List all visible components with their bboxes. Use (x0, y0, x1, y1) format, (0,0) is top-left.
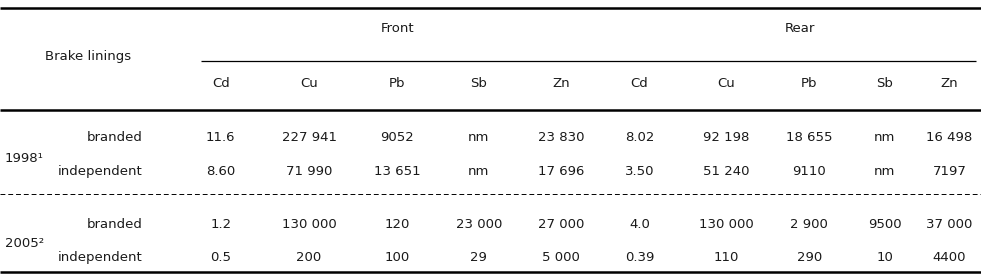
Text: Pb: Pb (389, 77, 405, 90)
Text: 9500: 9500 (868, 218, 902, 231)
Text: 1998¹: 1998¹ (5, 152, 44, 165)
Text: 92 198: 92 198 (702, 131, 749, 144)
Text: 10: 10 (876, 251, 894, 264)
Text: 1.2: 1.2 (210, 218, 232, 231)
Text: 23 830: 23 830 (538, 131, 585, 144)
Text: nm: nm (468, 131, 490, 144)
Text: Cd: Cd (631, 77, 648, 90)
Text: Cd: Cd (212, 77, 230, 90)
Text: 4400: 4400 (933, 251, 966, 264)
Text: Rear: Rear (785, 22, 814, 35)
Text: nm: nm (874, 165, 896, 178)
Text: 0.5: 0.5 (210, 251, 232, 264)
Text: 37 000: 37 000 (926, 218, 973, 231)
Text: branded: branded (86, 218, 142, 231)
Text: Zn: Zn (941, 77, 958, 90)
Text: 27 000: 27 000 (538, 218, 585, 231)
Text: nm: nm (874, 131, 896, 144)
Text: 227 941: 227 941 (282, 131, 336, 144)
Text: 200: 200 (296, 251, 322, 264)
Text: branded: branded (86, 131, 142, 144)
Text: 13 651: 13 651 (374, 165, 421, 178)
Text: Cu: Cu (300, 77, 318, 90)
Text: 3.50: 3.50 (625, 165, 654, 178)
Text: 120: 120 (385, 218, 410, 231)
Text: 17 696: 17 696 (538, 165, 585, 178)
Text: Sb: Sb (876, 77, 894, 90)
Text: Brake linings: Brake linings (45, 50, 131, 63)
Text: 290: 290 (797, 251, 822, 264)
Text: 8.60: 8.60 (206, 165, 235, 178)
Text: 8.02: 8.02 (625, 131, 654, 144)
Text: Sb: Sb (470, 77, 488, 90)
Text: 29: 29 (470, 251, 488, 264)
Text: independent: independent (58, 251, 142, 264)
Text: Cu: Cu (717, 77, 735, 90)
Text: Pb: Pb (801, 77, 817, 90)
Text: Zn: Zn (552, 77, 570, 90)
Text: 100: 100 (385, 251, 410, 264)
Text: 2 900: 2 900 (791, 218, 828, 231)
Text: 23 000: 23 000 (455, 218, 502, 231)
Text: 16 498: 16 498 (926, 131, 973, 144)
Text: 18 655: 18 655 (786, 131, 833, 144)
Text: Front: Front (381, 22, 414, 35)
Text: 9052: 9052 (381, 131, 414, 144)
Text: 2005²: 2005² (5, 237, 44, 250)
Text: 5 000: 5 000 (542, 251, 580, 264)
Text: 0.39: 0.39 (625, 251, 654, 264)
Text: 110: 110 (713, 251, 739, 264)
Text: 11.6: 11.6 (206, 131, 235, 144)
Text: 130 000: 130 000 (282, 218, 336, 231)
Text: 130 000: 130 000 (698, 218, 753, 231)
Text: nm: nm (468, 165, 490, 178)
Text: 71 990: 71 990 (285, 165, 333, 178)
Text: 4.0: 4.0 (629, 218, 650, 231)
Text: 7197: 7197 (933, 165, 966, 178)
Text: 51 240: 51 240 (702, 165, 749, 178)
Text: 9110: 9110 (793, 165, 826, 178)
Text: independent: independent (58, 165, 142, 178)
